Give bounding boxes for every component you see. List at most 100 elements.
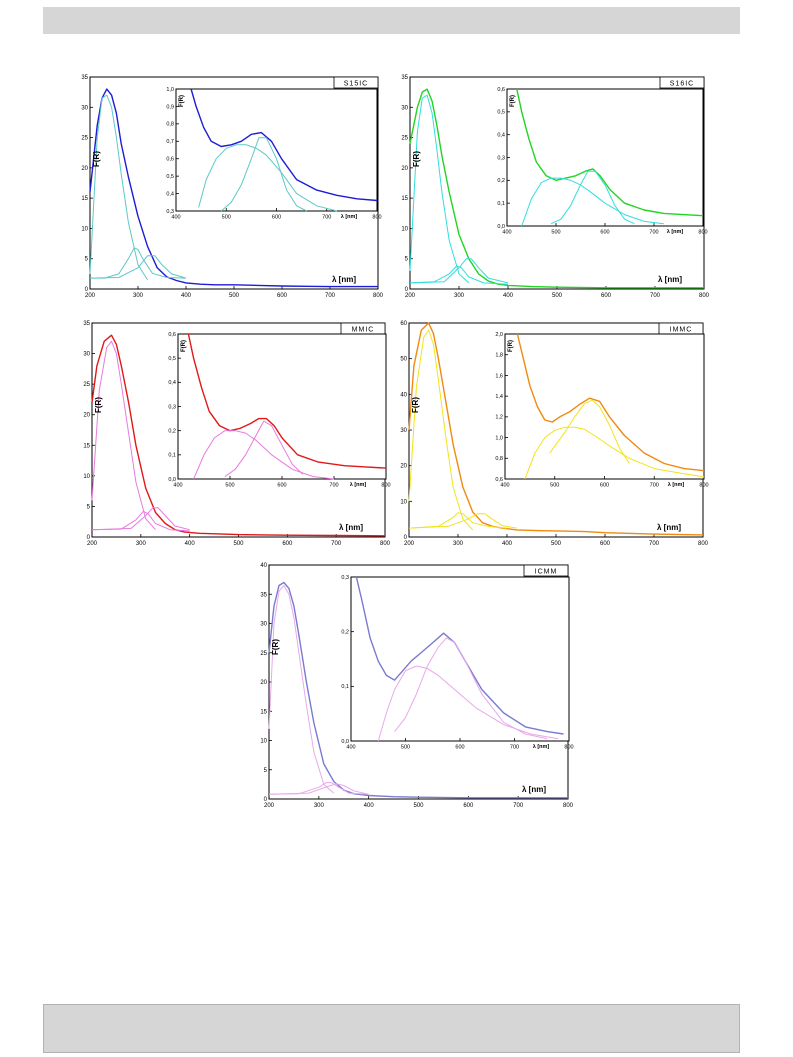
panel-mmic-series-component-3 bbox=[91, 507, 190, 531]
panel-icmm-series-component-1 bbox=[268, 585, 335, 794]
panel-s15ic-series-main bbox=[89, 88, 378, 288]
panel-immc-series-component-2 bbox=[408, 512, 508, 529]
panel-s16ic-inset-xlabel: λ [nm] bbox=[667, 229, 684, 235]
panel-s15ic-inset-xtick-label: 500 bbox=[222, 215, 231, 221]
panel-s15ic-ytick-label: 25 bbox=[81, 136, 88, 142]
panel-mmic-ytick-label: 30 bbox=[83, 352, 90, 358]
panel-s15ic-inset-xtick-label: 400 bbox=[171, 215, 180, 221]
panel-immc-title: IMMC bbox=[670, 327, 693, 334]
panel-s16ic-inset-xtick-label: 600 bbox=[600, 230, 609, 236]
panel-mmic-series-component-1 bbox=[91, 340, 156, 531]
panel-s15ic-xtick-label: 200 bbox=[85, 293, 96, 299]
panel-s16ic-inset-ytick-label: 0,1 bbox=[497, 201, 505, 207]
panel-immc-ytick-label: 40 bbox=[400, 392, 407, 398]
panel-mmic-inset-ytick-label: 0,2 bbox=[168, 429, 176, 435]
panel-icmm-inset-ytick-label: 0,2 bbox=[341, 630, 349, 636]
panel-mmic-title: MMIC bbox=[352, 327, 375, 334]
panel-icmm-inset-ytick-label: 0,3 bbox=[341, 575, 349, 581]
panel-s15ic-inset-ytick-label: 0,7 bbox=[166, 139, 174, 145]
panel-icmm-title-box bbox=[523, 564, 569, 577]
panel-icmm-xtick-label: 300 bbox=[314, 803, 325, 809]
panel-icmm-inset-ytick-label: 0,0 bbox=[341, 739, 349, 745]
panel-s15ic-xtick-label: 600 bbox=[277, 293, 288, 299]
panel-s15ic-xtick-label: 700 bbox=[325, 293, 336, 299]
panel-s15ic-inset-ytick-label: 0,9 bbox=[166, 104, 174, 110]
panel-s16ic-inset-ytick-label: 0,4 bbox=[497, 133, 505, 139]
panel-mmic-xlabel: λ [nm] bbox=[339, 523, 363, 532]
panel-s15ic-ytick-label: 5 bbox=[85, 257, 89, 263]
panel-s16ic-xtick-label: 300 bbox=[454, 293, 465, 299]
panel-s15ic-inset-series-main bbox=[190, 88, 378, 202]
panel-s15ic-xlabel: λ [nm] bbox=[332, 275, 356, 284]
panel-s15ic-inset-ytick-label: 0,5 bbox=[166, 174, 174, 180]
panel-immc-xlabel: λ [nm] bbox=[657, 523, 681, 532]
panel-s16ic-inset-series-component-2 bbox=[550, 170, 635, 225]
panel-s15ic-series-component-1 bbox=[89, 94, 149, 281]
panel-mmic-inset-ytick-label: 0,5 bbox=[168, 356, 176, 362]
panel-icmm-ytick-label: 40 bbox=[260, 563, 267, 569]
panel-s15ic-inset-ytick-label: 0,3 bbox=[166, 209, 174, 215]
panel-icmm-ytick-label: 0 bbox=[264, 797, 268, 803]
panel-s16ic-ytick-label: 10 bbox=[401, 226, 408, 232]
panel-s16ic-inset-ytick-label: 0,0 bbox=[497, 224, 505, 230]
panel-s15ic-inset-ytick-label: 0,8 bbox=[166, 122, 174, 128]
panel-mmic-xtick-label: 300 bbox=[136, 541, 147, 547]
panel-mmic-inset-xlabel: λ [nm] bbox=[350, 482, 367, 488]
panel-s16ic-xtick-label: 500 bbox=[552, 293, 563, 299]
panel-mmic-ytick-label: 5 bbox=[87, 504, 91, 510]
panel-immc-inset-ytick-label: 2,0 bbox=[495, 332, 503, 338]
panel-s16ic-ylabel: F(R) bbox=[412, 151, 421, 167]
panel-s16ic-xtick-label: 800 bbox=[699, 293, 710, 299]
panel-immc-inset-series-main bbox=[516, 333, 705, 472]
panel-icmm-inset-xtick-label: 800 bbox=[564, 745, 573, 751]
panel-s16ic-ytick-label: 35 bbox=[401, 75, 408, 81]
panel-mmic-ylabel: F(R) bbox=[94, 397, 103, 413]
panel-mmic-ytick-label: 10 bbox=[83, 474, 90, 480]
panel-icmm-inset-series-main bbox=[355, 576, 564, 735]
panel-s16ic-inset-ytick-label: 0,5 bbox=[497, 110, 505, 116]
panel-immc-inset-frame bbox=[504, 333, 705, 480]
panel-immc-xtick-label: 700 bbox=[649, 541, 660, 547]
panel-mmic-inset-series-main bbox=[187, 333, 387, 469]
panel-s16ic-ytick-label: 5 bbox=[405, 257, 409, 263]
panel-s16ic-series-component-1 bbox=[409, 94, 470, 284]
panel-s16ic-ytick-label: 0 bbox=[405, 287, 409, 293]
panel-s16ic-inset-xtick-label: 500 bbox=[551, 230, 560, 236]
panel-mmic-ytick-label: 15 bbox=[83, 443, 90, 449]
panel-icmm-xtick-label: 700 bbox=[513, 803, 524, 809]
panel-s15ic-xtick-label: 800 bbox=[373, 293, 384, 299]
panel-mmic-inset-ytick-label: 0,3 bbox=[168, 404, 176, 410]
panel-s15ic-ytick-label: 10 bbox=[81, 226, 88, 232]
panel-icmm-ytick-label: 30 bbox=[260, 622, 267, 628]
panel-mmic-inset-ytick-label: 0,4 bbox=[168, 380, 176, 386]
panel-s16ic-ytick-label: 25 bbox=[401, 136, 408, 142]
panel-s15ic-ytick-label: 15 bbox=[81, 196, 88, 202]
panel-immc-inset-xtick-label: 600 bbox=[600, 483, 609, 489]
panel-s16ic-xtick-label: 700 bbox=[650, 293, 661, 299]
panel-immc-inset-ytick-label: 1,2 bbox=[495, 415, 503, 421]
panel-immc-xtick-label: 300 bbox=[453, 541, 464, 547]
panel-mmic-ytick-label: 20 bbox=[83, 413, 90, 419]
panel-immc-inset-series-component-2 bbox=[549, 399, 630, 464]
panel-icmm-ytick-label: 15 bbox=[260, 709, 267, 715]
panel-immc-ytick-label: 0 bbox=[404, 535, 408, 541]
panel-s16ic-inset-ytick-label: 0,2 bbox=[497, 178, 505, 184]
panel-icmm-xtick-label: 800 bbox=[563, 803, 574, 809]
panel-mmic-xtick-label: 600 bbox=[282, 541, 293, 547]
page-footer-bar bbox=[43, 1004, 740, 1053]
panel-immc-series-component-3 bbox=[408, 513, 517, 529]
panel-s16ic-inset-xtick-label: 800 bbox=[698, 230, 707, 236]
panel-s15ic-title-box bbox=[333, 76, 379, 89]
panel-s16ic-inset-group: 400 500 600 700 800 0,0 0,1 0,2 0,3 0,4 0,5 0,6 F(R)… bbox=[497, 87, 707, 236]
panel-s15ic-ytick-label: 35 bbox=[81, 75, 88, 81]
page-header-bar bbox=[43, 7, 740, 34]
panel-s16ic-inset-series-main bbox=[516, 88, 704, 217]
panel-s15ic-title: S15IC bbox=[344, 81, 368, 88]
panel-icmm-inset-xtick-label: 500 bbox=[401, 745, 410, 751]
panel-s15ic-inset-ytick-label: 1,0 bbox=[166, 87, 174, 93]
panel-s15ic-inset-series-component-1 bbox=[198, 144, 337, 212]
panel-s15ic-xtick-label: 500 bbox=[229, 293, 240, 299]
panel-immc-ytick-label: 20 bbox=[400, 464, 407, 470]
panel-s15ic-ytick-label: 30 bbox=[81, 105, 88, 111]
panel-s16ic-inset-ytick-label: 0,3 bbox=[497, 155, 505, 161]
